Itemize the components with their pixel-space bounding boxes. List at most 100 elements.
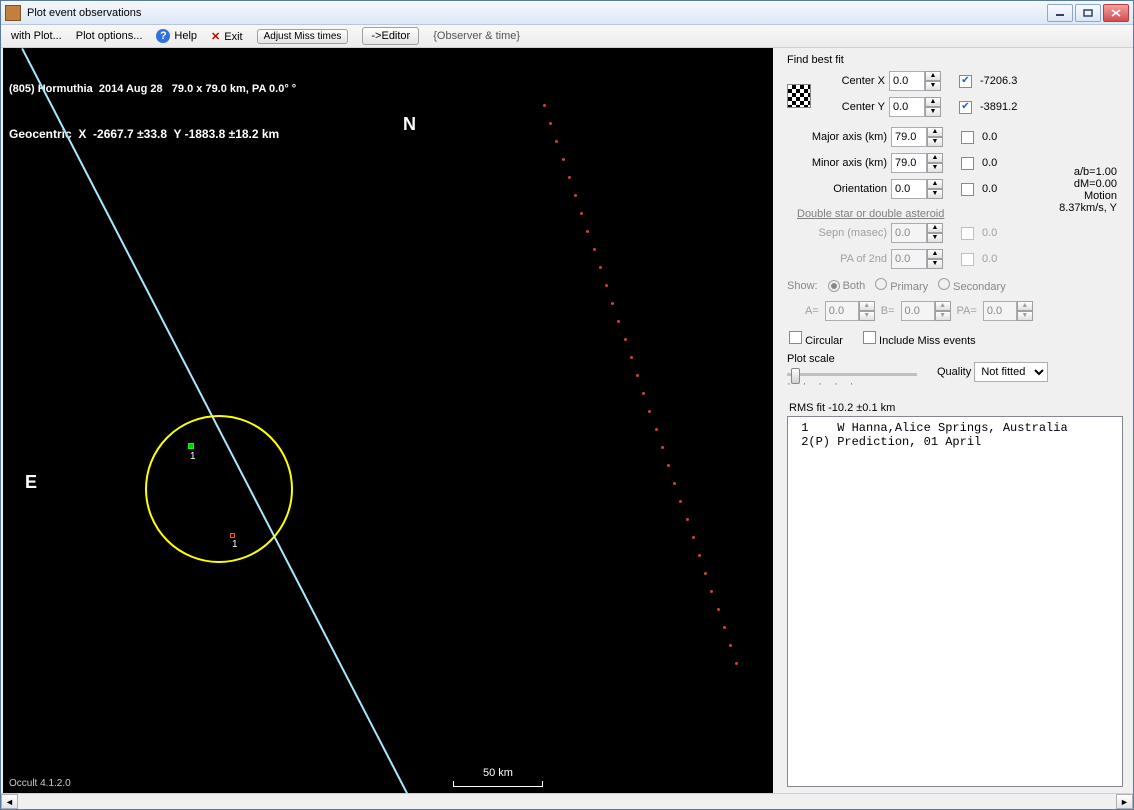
prediction-dot [580,212,583,215]
prediction-dot [617,320,620,323]
minor-axis-check[interactable] [961,157,974,170]
prediction-dot [562,158,565,161]
prediction-dot [611,302,614,305]
center-y-spin[interactable]: ▲▼ [925,97,941,117]
menu-plot-options[interactable]: Plot options... [76,30,143,42]
sepn-label: Sepn (masec) [787,227,887,239]
orientation-label: Orientation [787,183,887,195]
prediction-dot [735,662,738,665]
prediction-dot [624,338,627,341]
toolbar: with Plot... Plot options... Help Exit A… [1,25,1133,48]
prediction-dot [661,446,664,449]
menu-help[interactable]: Help [156,29,197,43]
close-button[interactable] [1103,4,1129,22]
scale-label: 50 km [483,767,513,779]
menu-exit[interactable]: Exit [211,30,243,43]
maximize-button[interactable] [1075,4,1101,22]
prediction-dot [704,572,707,575]
prediction-dot [568,176,571,179]
scale-bar: 50 km [453,767,543,787]
center-y-input[interactable] [889,97,925,117]
major-axis-spin[interactable]: ▲▼ [927,127,943,147]
minimize-button[interactable] [1047,4,1073,22]
pa2nd-label: PA of 2nd [787,253,887,265]
observer-list[interactable]: 1 W Hanna,Alice Springs, Australia 2(P) … [787,416,1123,787]
center-y-check[interactable] [959,101,972,114]
fit-icon[interactable] [787,84,811,108]
prediction-dot [648,410,651,413]
adjust-miss-button[interactable]: Adjust Miss times [257,29,349,44]
prediction-dot [729,644,732,647]
pa2nd-spin: ▲▼ [927,249,943,269]
north-label: N [403,114,416,135]
fit-title: Find best fit [787,54,1123,66]
center-x-after: -7206.3 [980,75,1017,87]
scroll-right-button[interactable]: ► [1116,794,1133,809]
minor-axis-after: 0.0 [982,157,997,169]
center-x-input[interactable] [889,71,925,91]
b-label: B= [881,305,895,317]
side-panel: Find best fit Center X ▲▼ -7206.3 Center… [773,48,1133,793]
show-row: Show: Both Primary Secondary [787,278,1123,293]
major-axis-after: 0.0 [982,131,997,143]
prediction-dot [655,428,658,431]
prediction-dot [673,482,676,485]
major-axis-check[interactable] [961,131,974,144]
pa2nd-after: 0.0 [982,253,997,265]
minor-axis-spin[interactable]: ▲▼ [927,153,943,173]
h-scrollbar[interactable]: ◄ ► [1,793,1133,809]
pa-input [983,301,1017,321]
quality-select[interactable]: Not fitted [974,362,1048,382]
prediction-dot [630,356,633,359]
info-motion2: 8.37km/s, Y [1047,202,1117,214]
marker1-label: 1 [190,451,196,462]
plot-area[interactable]: (805) Hormuthia 2014 Aug 28 79.0 x 79.0 … [3,48,773,793]
window-title: Plot event observations [27,7,1047,19]
circular-label: Circular [805,335,843,347]
info-dm: dM=0.00 [1047,178,1117,190]
marker-emersion [230,533,235,538]
orientation-input[interactable] [891,179,927,199]
show-both-label: Both [843,280,866,292]
prediction-dot [586,230,589,233]
plot-line2: Geocentric X -2667.7 ±33.8 Y -1883.8 ±18… [9,127,296,142]
center-x-spin[interactable]: ▲▼ [925,71,941,91]
quality-label: Quality [937,366,971,378]
major-axis-input[interactable] [891,127,927,147]
menu-with-plot[interactable]: with Plot... [11,30,62,42]
prediction-dot [667,464,670,467]
editor-button[interactable]: ->Editor [362,27,419,45]
center-y-after: -3891.2 [980,101,1017,113]
plot-overlay-text: (805) Hormuthia 2014 Aug 28 79.0 x 79.0 … [9,52,296,172]
prediction-dot [599,266,602,269]
minor-axis-label: Minor axis (km) [787,157,887,169]
marker2-label: 1 [232,539,238,550]
prediction-dot [574,194,577,197]
info-ab: a/b=1.00 [1047,166,1117,178]
prediction-dot [679,500,682,503]
show-primary-label: Primary [890,281,928,293]
minor-axis-input[interactable] [891,153,927,173]
show-secondary-radio [938,278,950,290]
orientation-check[interactable] [961,183,974,196]
pa2nd-input [891,249,927,269]
marker-immersion [188,443,194,449]
sepn-spin: ▲▼ [927,223,943,243]
prediction-dot [710,590,713,593]
asteroid-circle [145,415,293,563]
app-icon [5,5,21,21]
sepn-check [961,227,974,240]
b-spin: ▲▼ [935,301,951,321]
circular-check[interactable] [789,331,802,344]
include-miss-check[interactable] [863,331,876,344]
orientation-spin[interactable]: ▲▼ [927,179,943,199]
a-input [825,301,859,321]
sepn-input [891,223,927,243]
plot-scale-slider[interactable]: Plot scale ····· [787,353,917,390]
scroll-left-button[interactable]: ◄ [1,794,18,809]
center-x-label: Center X [821,75,885,87]
info-column: a/b=1.00 dM=0.00 Motion 8.37km/s, Y [1047,166,1117,214]
orientation-after: 0.0 [982,183,997,195]
prediction-dot [642,392,645,395]
center-x-check[interactable] [959,75,972,88]
